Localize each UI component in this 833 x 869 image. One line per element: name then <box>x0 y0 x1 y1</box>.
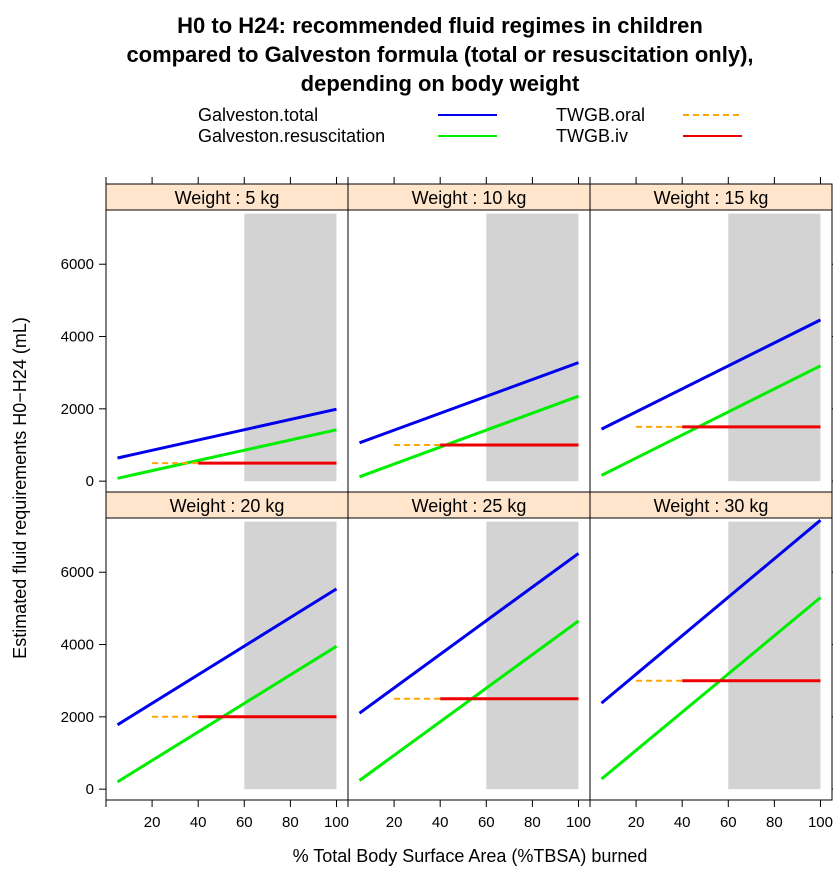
legend-label: Galveston.total <box>198 105 318 125</box>
x-tick-label: 100 <box>566 814 591 831</box>
series-line-galveston-total <box>600 318 822 431</box>
panel-strip-label: Weight : 30 kg <box>654 496 769 516</box>
series-line-galveston-total <box>117 407 337 460</box>
series-line-galveston-resuscitation <box>358 619 580 782</box>
x-axis-panel-2: 20 40 60 80 100 <box>347 800 591 831</box>
x-axis-label: % Total Body Surface Area (%TBSA) burned <box>293 846 648 866</box>
panel-strip-label: Weight : 5 kg <box>175 188 280 208</box>
legend: Galveston.total TWGB.oral Galveston.resusc… <box>198 105 742 146</box>
series-line-galveston-resuscitation <box>116 645 338 784</box>
legend-item-twgb-oral: TWGB.oral <box>556 105 742 125</box>
series-line-galveston-resuscitation <box>600 596 822 781</box>
x-axis-top-panel-2 <box>347 177 579 184</box>
panel-weight-20-kg: Weight : 20 kg <box>105 491 349 801</box>
series-line-galveston-resuscitation <box>600 364 822 477</box>
panel-strip <box>105 183 349 211</box>
x-tick-label: 20 <box>144 814 161 831</box>
shaded-region <box>244 213 337 482</box>
y-tick-label: 4000 <box>61 637 94 654</box>
axes: 20 40 60 80 100 20 40 60 80 100 20 40 60 80 100 0 2000 40… <box>61 177 833 831</box>
shaded-region <box>728 213 821 482</box>
x-tick-label: 60 <box>478 814 495 831</box>
x-tick-label: 80 <box>524 814 541 831</box>
panel-strip-label: Weight : 15 kg <box>654 188 769 208</box>
legend-item-twgb-iv: TWGB.iv <box>556 126 742 146</box>
panel-strip-label: Weight : 20 kg <box>170 496 285 516</box>
shaded-region <box>486 213 579 482</box>
y-axis-label: Estimated fluid requirements H0−H24 (mL) <box>10 317 30 659</box>
panel-weight-10-kg: Weight : 10 kg <box>347 183 591 493</box>
legend-item-galveston-total: Galveston.total <box>198 105 497 125</box>
x-axis-top-panel-1 <box>105 177 337 184</box>
y-tick-label: 2000 <box>61 401 94 418</box>
legend-item-galveston-resuscitation: Galveston.resuscitation <box>198 126 497 146</box>
series-line-galveston-resuscitation <box>358 394 580 479</box>
y-tick-label: 0 <box>86 781 94 798</box>
panel-grid: Weight : 5 kg Weight : 10 kg Weight : 15 k… <box>105 183 833 801</box>
chart-title: H0 to H24: recommended fluid regimes in … <box>126 13 753 96</box>
legend-label: TWGB.iv <box>556 126 628 146</box>
chart-title-line-3: depending on body weight <box>301 71 580 96</box>
x-tick-label: 20 <box>628 814 645 831</box>
series-line-galveston-total <box>358 361 580 445</box>
y-tick-label: 2000 <box>61 709 94 726</box>
shaded-region <box>728 521 821 790</box>
panel-strip <box>105 491 349 519</box>
series-line-galveston-total <box>600 519 822 705</box>
x-tick-label: 60 <box>236 814 253 831</box>
panel-weight-25-kg: Weight : 25 kg <box>347 491 591 801</box>
series-line-galveston-total <box>358 552 580 715</box>
panel-weight-15-kg: Weight : 15 kg <box>589 183 833 493</box>
chart-title-line-1: H0 to H24: recommended fluid regimes in … <box>177 13 703 38</box>
x-tick-label: 40 <box>674 814 691 831</box>
x-tick-label: 40 <box>190 814 207 831</box>
x-tick-label: 20 <box>386 814 403 831</box>
x-axis-top-panel-3 <box>589 177 821 184</box>
legend-label: Galveston.resuscitation <box>198 126 385 146</box>
y-tick-label: 0 <box>86 473 94 490</box>
panel-strip-label: Weight : 25 kg <box>412 496 527 516</box>
legend-label: TWGB.oral <box>556 105 645 125</box>
y-tick-label: 6000 <box>61 564 94 581</box>
x-tick-label: 60 <box>720 814 737 831</box>
x-tick-label: 100 <box>808 814 833 831</box>
panel-weight-30-kg: Weight : 30 kg <box>589 491 833 801</box>
chart-title-line-2: compared to Galveston formula (total or … <box>126 42 753 67</box>
x-tick-label: 80 <box>766 814 783 831</box>
x-tick-label: 40 <box>432 814 449 831</box>
x-axis-panel-1: 20 40 60 80 100 <box>105 800 349 831</box>
y-axis-row-2: 0 2000 4000 6000 <box>61 564 833 798</box>
y-axis-row-1: 0 2000 4000 6000 <box>61 256 833 490</box>
panel-strip-label: Weight : 10 kg <box>412 188 527 208</box>
x-tick-label: 100 <box>324 814 349 831</box>
series-line-galveston-total <box>116 587 338 727</box>
panel-weight-5-kg: Weight : 5 kg <box>105 183 349 493</box>
series-line-galveston-resuscitation <box>117 428 337 480</box>
panel-strip <box>589 491 833 519</box>
x-tick-label: 80 <box>282 814 299 831</box>
panel-strip <box>589 183 833 211</box>
y-tick-label: 4000 <box>61 329 94 346</box>
x-axis-panel-3: 20 40 60 80 100 <box>589 800 833 831</box>
y-tick-label: 6000 <box>61 256 94 273</box>
